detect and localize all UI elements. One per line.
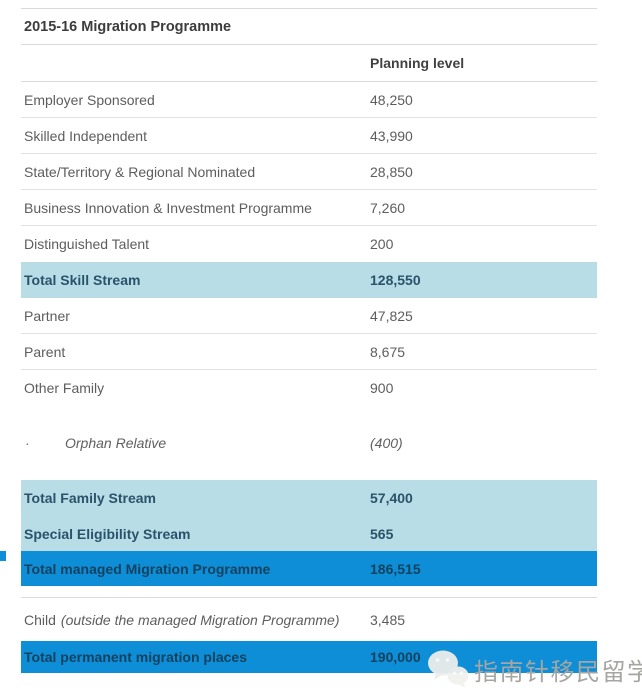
wechat-icon bbox=[428, 650, 469, 688]
row-label-cell: Distinguished Talent bbox=[21, 236, 370, 252]
table-row: · Orphan Relative (400) bbox=[21, 406, 597, 480]
table-row bbox=[21, 586, 597, 598]
row-label-note: (outside the managed Migration Programme… bbox=[60, 611, 340, 628]
row-label: Partner bbox=[24, 307, 70, 324]
watermark-text: 指南针移民留学 bbox=[474, 658, 642, 686]
watermark: 指南针移民留学 bbox=[426, 648, 642, 690]
row-value: 48,250 bbox=[370, 91, 413, 108]
row-label-cell: Total permanent migration places bbox=[21, 649, 370, 665]
row-value: 128,550 bbox=[370, 272, 421, 288]
row-value: 200 bbox=[370, 236, 394, 252]
row-label: Total Skill Stream bbox=[24, 272, 141, 288]
row-label-cell: Parent bbox=[21, 344, 370, 360]
row-label-cell: Business Innovation & Investment Program… bbox=[21, 200, 370, 216]
row-label: State/Territory & Regional Nominated bbox=[24, 163, 256, 180]
table-row: Child (outside the managed Migration Prog… bbox=[21, 598, 597, 641]
table-row: Partner 47,825 bbox=[21, 298, 597, 334]
table-row: Distinguished Talent 200 bbox=[21, 226, 597, 262]
table-body: Employer Sponsored 48,250 Skilled Indepe… bbox=[21, 82, 597, 673]
row-label-cell: Total managed Migration Programme bbox=[21, 561, 370, 577]
table-row: State/Territory & Regional Nominated 28,… bbox=[21, 154, 597, 190]
migration-programme-table: 2015-16 Migration Programme Planning lev… bbox=[21, 8, 597, 673]
table-title-text: 2015-16 Migration Programme bbox=[24, 18, 232, 35]
row-label: Total managed Migration Programme bbox=[24, 560, 271, 577]
table-row: Parent 8,675 bbox=[21, 334, 597, 370]
row-value: 186,515 bbox=[370, 560, 421, 577]
row-value: 43,990 bbox=[370, 127, 413, 144]
row-label-cell: Total Family Stream bbox=[21, 490, 370, 506]
row-label: Business Innovation & Investment Program… bbox=[24, 199, 312, 216]
table-row: Total Skill Stream 128,550 bbox=[21, 262, 597, 298]
row-label-cell: · Orphan Relative bbox=[21, 435, 370, 451]
table-row: Total managed Migration Programme 186,51… bbox=[21, 551, 597, 586]
row-label-cell: Other Family bbox=[21, 380, 370, 396]
table-row: Other Family 900 bbox=[21, 370, 597, 406]
row-value: 3,485 bbox=[370, 611, 406, 628]
row-label: Total permanent migration places bbox=[24, 649, 248, 665]
row-value: 565 bbox=[370, 525, 394, 542]
table-row: Employer Sponsored 48,250 bbox=[21, 82, 597, 118]
row-value: 47,825 bbox=[370, 307, 413, 324]
row-label-cell: Employer Sponsored bbox=[21, 92, 370, 108]
table-row: Business Innovation & Investment Program… bbox=[21, 190, 597, 226]
row-label: Skilled Independent bbox=[24, 127, 147, 144]
row-label: Special Eligibility Stream bbox=[24, 525, 191, 542]
row-value: (400) bbox=[370, 435, 403, 451]
table-row: Total Family Stream 57,400 bbox=[21, 480, 597, 516]
row-value: 190,000 bbox=[370, 649, 421, 665]
table-row: Skilled Independent 43,990 bbox=[21, 118, 597, 154]
planning-level-header: Planning level bbox=[370, 55, 465, 71]
table-header-row: Planning level bbox=[21, 45, 597, 82]
row-label-cell: State/Territory & Regional Nominated bbox=[21, 164, 370, 180]
row-value: 7,260 bbox=[370, 199, 406, 216]
row-label-cell: Skilled Independent bbox=[21, 128, 370, 144]
row-value: 8,675 bbox=[370, 343, 406, 360]
left-edge-artifact bbox=[0, 551, 6, 561]
table-row: Total permanent migration places 190,000 bbox=[21, 641, 597, 673]
row-label: Total Family Stream bbox=[24, 490, 157, 506]
row-value: 28,850 bbox=[370, 163, 413, 180]
row-label-cell bbox=[21, 584, 370, 600]
row-label: Child bbox=[24, 611, 56, 628]
row-label-cell: Child (outside the managed Migration Prog… bbox=[21, 612, 370, 628]
row-value: 900 bbox=[370, 380, 394, 396]
row-label-cell: Partner bbox=[21, 308, 370, 324]
row-value: 57,400 bbox=[370, 490, 413, 506]
row-label: Orphan Relative bbox=[65, 435, 167, 451]
row-label: Parent bbox=[24, 343, 66, 360]
bullet-icon: · bbox=[25, 435, 30, 451]
table-row: Special Eligibility Stream 565 bbox=[21, 516, 597, 551]
table-title: 2015-16 Migration Programme bbox=[21, 8, 597, 45]
row-label: Other Family bbox=[24, 380, 105, 396]
row-label-cell: Total Skill Stream bbox=[21, 272, 370, 288]
row-label: Employer Sponsored bbox=[24, 91, 155, 108]
row-label: Distinguished Talent bbox=[24, 236, 150, 252]
row-label-cell: Special Eligibility Stream bbox=[21, 526, 370, 542]
